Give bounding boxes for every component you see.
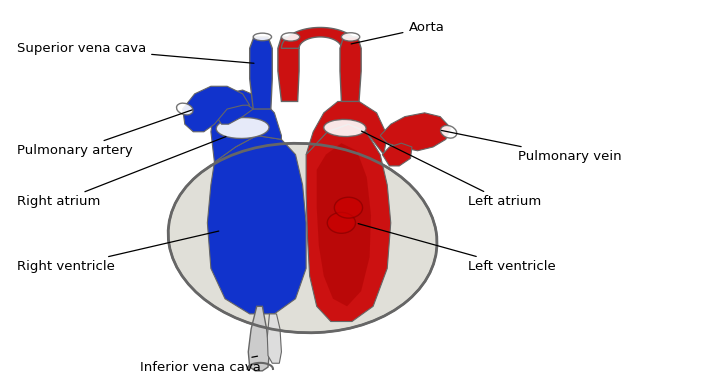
Ellipse shape bbox=[169, 143, 437, 333]
Ellipse shape bbox=[334, 197, 363, 218]
Polygon shape bbox=[208, 136, 306, 314]
Ellipse shape bbox=[441, 126, 456, 138]
Text: Right atrium: Right atrium bbox=[17, 137, 226, 209]
Text: Left atrium: Left atrium bbox=[361, 131, 542, 209]
Text: Aorta: Aorta bbox=[351, 21, 444, 44]
Ellipse shape bbox=[341, 33, 360, 41]
Text: Pulmonary artery: Pulmonary artery bbox=[17, 110, 192, 157]
Text: Superior vena cava: Superior vena cava bbox=[17, 42, 254, 63]
Polygon shape bbox=[248, 306, 269, 371]
Text: Pulmonary vein: Pulmonary vein bbox=[442, 131, 621, 163]
Polygon shape bbox=[340, 37, 361, 101]
Polygon shape bbox=[211, 90, 282, 162]
Polygon shape bbox=[267, 314, 282, 363]
Polygon shape bbox=[306, 124, 391, 321]
Polygon shape bbox=[306, 101, 387, 154]
Ellipse shape bbox=[176, 103, 193, 115]
Polygon shape bbox=[278, 37, 299, 101]
Ellipse shape bbox=[216, 117, 269, 139]
Ellipse shape bbox=[327, 213, 356, 233]
Text: Inferior vena cava: Inferior vena cava bbox=[140, 356, 261, 373]
Polygon shape bbox=[217, 101, 253, 124]
Ellipse shape bbox=[282, 33, 300, 41]
Ellipse shape bbox=[253, 33, 272, 41]
Polygon shape bbox=[383, 143, 412, 166]
Text: Right ventricle: Right ventricle bbox=[17, 231, 219, 273]
Polygon shape bbox=[316, 143, 371, 306]
Polygon shape bbox=[183, 86, 250, 132]
Ellipse shape bbox=[324, 119, 366, 137]
Polygon shape bbox=[282, 27, 359, 48]
Polygon shape bbox=[250, 37, 272, 109]
Polygon shape bbox=[380, 113, 451, 151]
Text: Left ventricle: Left ventricle bbox=[358, 224, 556, 273]
